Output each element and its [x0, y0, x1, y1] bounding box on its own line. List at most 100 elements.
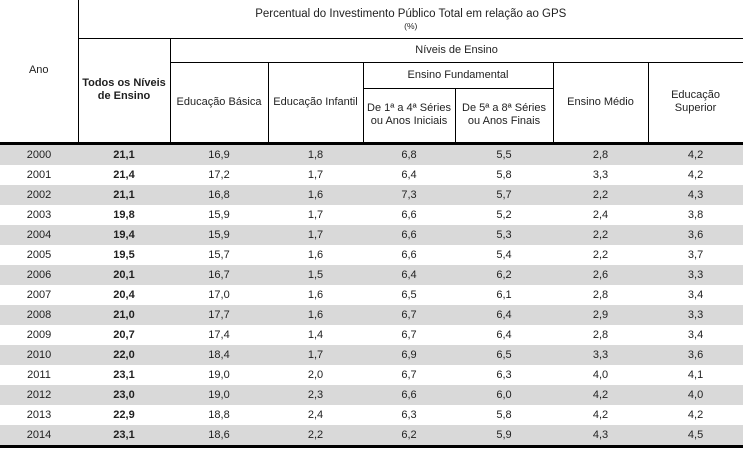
value-cell: 1,6 — [307, 248, 324, 261]
value-cell: 2,2 — [268, 424, 363, 448]
year-cell: 2008 — [26, 308, 52, 321]
value-cell: 15,7 — [208, 248, 230, 261]
value-cell: 23,1 — [78, 424, 170, 448]
value-cell: 6,3 — [401, 408, 417, 421]
value-cell: 6,4 — [401, 168, 417, 181]
value-cell: 17,7 — [208, 308, 230, 321]
value-cell: 15,9 — [208, 208, 230, 221]
value-cell: 2,8 — [592, 328, 609, 341]
value-cell: 3,7 — [687, 248, 704, 261]
value-cell: 20,7 — [113, 328, 135, 341]
value-cell: 2,6 — [592, 268, 609, 281]
value-cell: 16,7 — [208, 268, 230, 281]
value-cell: 6,6 — [401, 208, 417, 221]
value-cell: 3,8 — [687, 208, 704, 221]
value-cell: 5,4 — [496, 248, 512, 261]
value-cell: 4,1 — [687, 368, 704, 381]
year-cell: 2011 — [27, 368, 51, 381]
year-cell: 2005 — [26, 248, 52, 261]
value-cell: 23,0 — [113, 388, 135, 401]
value-cell: 5,2 — [496, 208, 512, 221]
value-cell: 20,4 — [113, 288, 135, 301]
value-cell: 1,6 — [307, 288, 324, 301]
table-row: 2009 20,7 17,4 1,4 6,7 6,4 2,8 3,4 — [0, 324, 743, 345]
value-cell: 6,2 — [363, 424, 455, 448]
value-cell: 2,8 — [553, 141, 648, 165]
value-cell: 1,8 — [268, 141, 363, 165]
col-header-anos-finais: De 5ª a 8ª Séries ou Anos Finais — [455, 88, 554, 143]
value-cell: 21,1 — [113, 188, 135, 201]
table-row: 2010 22,0 18,4 1,7 6,9 6,5 3,3 3,6 — [0, 344, 743, 365]
table-row: 2011 23,1 19,0 2,0 6,7 6,3 4,0 4,1 — [0, 364, 743, 385]
value-cell: 18,6 — [170, 424, 268, 448]
value-cell: 21,1 — [78, 141, 170, 165]
value-cell: 3,6 — [687, 348, 704, 361]
header-row-title: Ano Percentual do Investimento Público T… — [0, 0, 743, 143]
table-row: 2008 21,0 17,7 1,6 6,7 6,4 2,9 3,3 — [0, 304, 743, 325]
value-cell: 1,7 — [307, 208, 324, 221]
value-cell: 4,0 — [687, 388, 704, 401]
value-cell: 3,3 — [592, 168, 609, 181]
table-row: 2014 23,1 18,6 2,2 6,2 5,9 4,3 4,5 — [0, 424, 743, 448]
value-cell: 6,7 — [401, 328, 417, 341]
value-cell: 6,0 — [496, 388, 512, 401]
value-cell: 2,3 — [307, 388, 324, 401]
year-cell: 2009 — [26, 328, 52, 341]
col-header-ano: Ano — [0, 0, 79, 143]
table-title-unit: (%) — [404, 20, 418, 31]
value-cell: 3,3 — [687, 268, 704, 281]
value-cell: 21,4 — [113, 168, 135, 181]
value-cell: 1,7 — [307, 168, 324, 181]
year-cell: 2012 — [26, 388, 52, 401]
table-row: 2012 23,0 19,0 2,3 6,6 6,0 4,2 4,0 — [0, 384, 743, 405]
value-cell: 4,2 — [648, 141, 743, 165]
value-cell: 2,4 — [592, 208, 609, 221]
col-header-todos-os-niveis: Todos os Níveis de Ensino — [78, 38, 171, 143]
value-cell: 22,0 — [113, 348, 135, 361]
value-cell: 4,2 — [687, 168, 704, 181]
value-cell: 23,1 — [113, 368, 135, 381]
table-row: 2001 21,4 17,2 1,7 6,4 5,8 3,3 4,2 — [0, 164, 743, 185]
value-cell: 20,1 — [113, 268, 135, 281]
value-cell: 6,7 — [401, 368, 417, 381]
value-cell: 6,3 — [496, 368, 512, 381]
value-cell: 1,4 — [307, 328, 324, 341]
value-cell: 17,4 — [208, 328, 230, 341]
value-cell: 4,0 — [592, 368, 609, 381]
value-cell: 6,7 — [401, 308, 417, 321]
year-cell: 2004 — [26, 228, 52, 241]
value-cell: 17,2 — [208, 168, 230, 181]
value-cell: 19,5 — [113, 248, 135, 261]
year-cell: 2013 — [26, 408, 52, 421]
value-cell: 5,3 — [496, 228, 512, 241]
value-cell: 16,8 — [208, 188, 230, 201]
year-cell: 2006 — [26, 268, 52, 281]
table-row: 2013 22,9 18,8 2,4 6,3 5,8 4,2 4,2 — [0, 404, 743, 425]
value-cell: 19,0 — [208, 388, 230, 401]
year-cell: 2002 — [26, 188, 52, 201]
value-cell: 6,6 — [401, 388, 417, 401]
value-cell: 16,9 — [170, 141, 268, 165]
value-cell: 6,8 — [363, 141, 455, 165]
value-cell: 4,2 — [687, 408, 704, 421]
value-cell: 3,4 — [687, 328, 704, 341]
value-cell: 17,0 — [208, 288, 230, 301]
value-cell: 2,2 — [592, 248, 609, 261]
header-row-niveis: Todos os Níveis de Ensino Níveis de Ensi… — [0, 38, 743, 143]
value-cell: 1,6 — [307, 308, 324, 321]
value-cell: 6,1 — [496, 288, 512, 301]
col-header-anos-iniciais: De 1ª a 4ª Séries ou Anos Iniciais — [363, 88, 456, 143]
value-cell: 5,8 — [496, 408, 512, 421]
col-header-educacao-superior: Educação Superior — [648, 62, 743, 143]
value-cell: 6,4 — [496, 328, 512, 341]
value-cell: 1,7 — [307, 348, 324, 361]
value-cell: 4,2 — [592, 408, 609, 421]
value-cell: 19,4 — [113, 228, 135, 241]
value-cell: 5,5 — [455, 141, 553, 165]
value-cell: 5,7 — [496, 188, 512, 201]
value-cell: 3,6 — [687, 228, 704, 241]
year-cell: 2003 — [26, 208, 52, 221]
value-cell: 4,3 — [687, 188, 704, 201]
